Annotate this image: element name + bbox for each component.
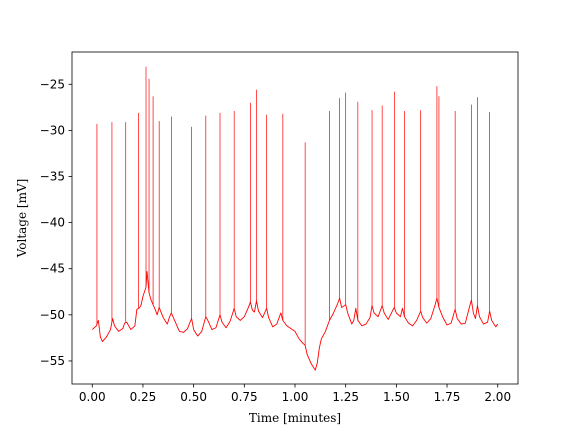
x-tick-label: 1.50 xyxy=(383,390,410,404)
y-tick-label: −25 xyxy=(40,77,65,91)
voltage-trace xyxy=(91,271,499,371)
y-tick-label: −40 xyxy=(40,216,65,230)
x-tick-label: 0.50 xyxy=(180,390,207,404)
x-tick-label: 1.75 xyxy=(434,390,461,404)
y-tick-label: −50 xyxy=(40,308,65,322)
y-tick-label: −35 xyxy=(40,170,65,184)
y-axis-ticks: −55 −50 −45 −40 −35 −30 −25 xyxy=(40,77,72,368)
axes-frame xyxy=(71,51,519,385)
x-axis-ticks: 0.00 0.25 0.50 0.75 1.00 1.25 1.50 1.75 2.00 xyxy=(79,384,511,404)
x-tick-label: 1.25 xyxy=(332,390,359,404)
y-tick-label: −45 xyxy=(40,262,65,276)
x-tick-label: 2.00 xyxy=(484,390,511,404)
x-axis-label: Time [minutes] xyxy=(249,411,341,425)
y-axis-label: Voltage [mV] xyxy=(15,179,29,259)
x-tick-label: 0.75 xyxy=(231,390,258,404)
plot-area xyxy=(91,66,499,371)
x-tick-label: 1.00 xyxy=(282,390,309,404)
y-tick-label: −30 xyxy=(40,123,65,137)
x-tick-label: 0.00 xyxy=(79,390,106,404)
y-tick-label: −55 xyxy=(40,354,65,368)
x-tick-label: 0.25 xyxy=(130,390,157,404)
